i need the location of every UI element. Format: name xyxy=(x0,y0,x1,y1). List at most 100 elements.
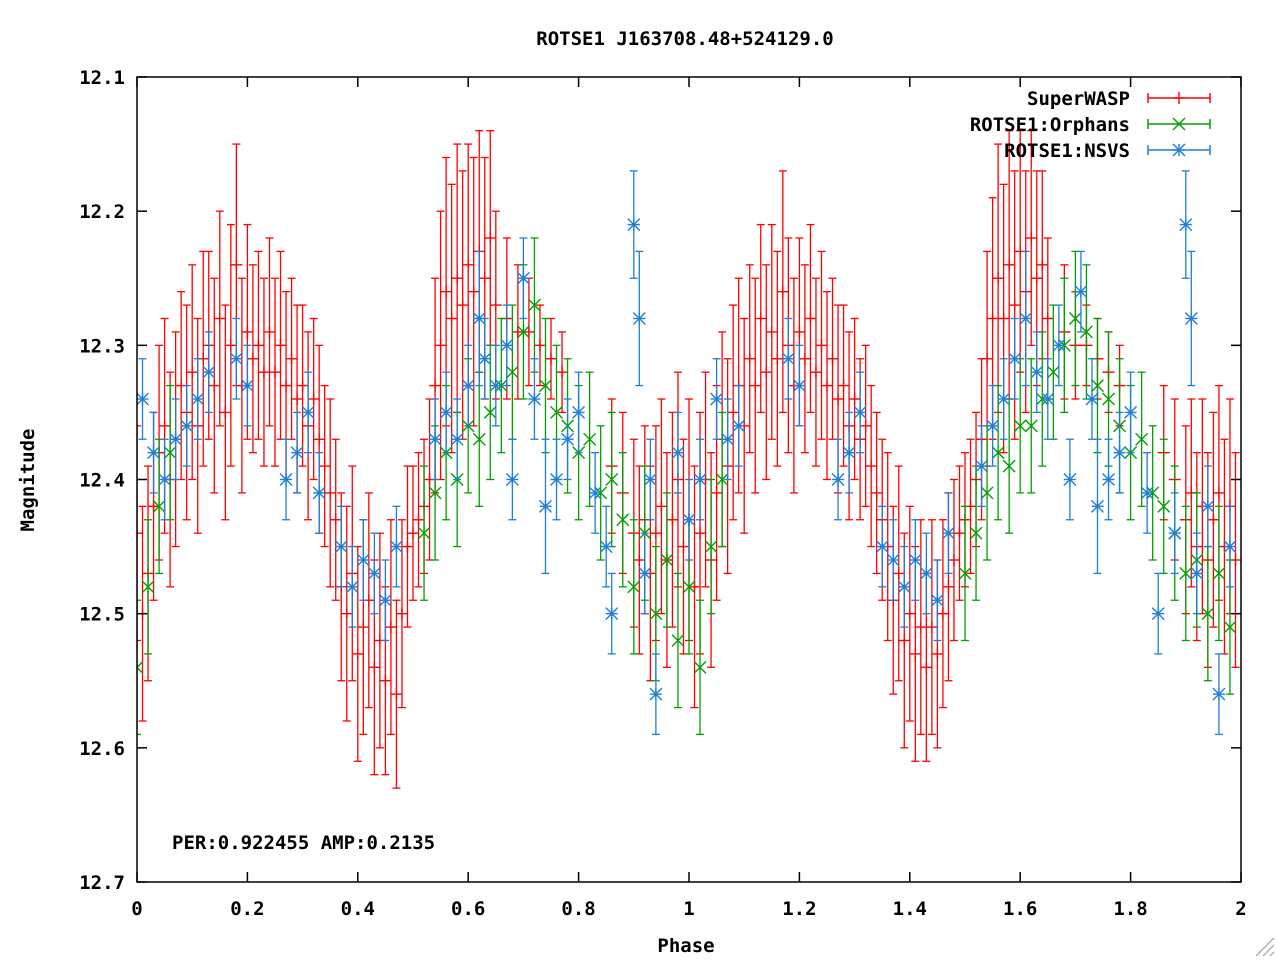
data-point xyxy=(600,506,612,586)
data-point xyxy=(297,305,309,466)
legend-label: ROTSE1:Orphans xyxy=(970,114,1130,136)
data-point xyxy=(556,332,568,413)
series-2 xyxy=(137,171,1236,735)
data-point xyxy=(981,426,993,560)
data-point xyxy=(506,305,518,439)
legend-label: SuperWASP xyxy=(1027,88,1130,110)
data-point xyxy=(352,547,364,762)
data-point xyxy=(263,238,275,426)
data-point xyxy=(650,654,662,735)
data-point xyxy=(617,453,629,587)
x-tick-label: 1.6 xyxy=(1003,898,1037,920)
data-point xyxy=(1025,359,1037,493)
data-point xyxy=(760,265,772,480)
data-point xyxy=(286,278,298,439)
data-point xyxy=(247,265,259,453)
x-tick: 1.4 xyxy=(893,77,927,920)
x-tick-label: 0.2 xyxy=(230,898,264,920)
data-point xyxy=(639,533,651,614)
data-point xyxy=(633,251,645,385)
data-point xyxy=(655,399,667,614)
data-point xyxy=(269,278,281,466)
data-point xyxy=(970,466,982,600)
data-point xyxy=(865,386,877,547)
data-point xyxy=(1091,439,1103,573)
data-point xyxy=(821,292,833,480)
x-tick-label: 2 xyxy=(1235,898,1246,920)
data-point xyxy=(429,399,441,480)
data-point xyxy=(606,573,618,654)
y-tick-label: 12.4 xyxy=(79,470,125,492)
data-point xyxy=(534,305,546,386)
data-point xyxy=(1003,399,1015,533)
data-point xyxy=(771,251,783,466)
data-point xyxy=(335,506,347,586)
data-point xyxy=(694,600,706,734)
data-point xyxy=(1009,319,1021,400)
data-point xyxy=(898,547,910,628)
data-point xyxy=(854,372,866,453)
data-point xyxy=(766,225,778,440)
data-point xyxy=(440,372,452,453)
data-point xyxy=(219,305,231,520)
data-point xyxy=(711,359,723,440)
data-point xyxy=(937,520,949,708)
data-point xyxy=(368,533,380,614)
data-point xyxy=(1014,359,1026,493)
data-point xyxy=(926,520,938,735)
x-tick-label: 1.2 xyxy=(782,898,816,920)
data-point xyxy=(341,506,353,721)
data-point xyxy=(192,359,204,440)
x-tick-label: 0.6 xyxy=(451,898,485,920)
data-point xyxy=(849,319,861,480)
data-point xyxy=(186,265,198,480)
data-point xyxy=(407,466,419,600)
data-point xyxy=(733,386,745,467)
data-point xyxy=(181,386,193,467)
data-point xyxy=(462,345,474,426)
data-point xyxy=(589,453,601,534)
data-point xyxy=(633,466,645,654)
data-point xyxy=(705,480,717,614)
data-point xyxy=(1224,506,1236,586)
data-point xyxy=(1180,171,1192,278)
data-point xyxy=(506,439,518,520)
x-tick: 0.2 xyxy=(230,77,264,920)
data-point xyxy=(1180,506,1192,640)
y-tick: 12.5 xyxy=(79,604,1241,626)
data-point xyxy=(302,372,314,453)
data-point xyxy=(1191,533,1203,614)
data-point xyxy=(1169,493,1181,574)
data-point xyxy=(1064,439,1076,520)
data-point xyxy=(528,359,540,440)
data-point xyxy=(390,506,402,586)
data-point xyxy=(551,439,563,520)
data-point xyxy=(413,453,425,587)
data-point xyxy=(666,412,678,627)
data-point xyxy=(230,319,242,400)
data-point xyxy=(876,506,888,586)
data-point xyxy=(1158,439,1170,573)
data-point xyxy=(418,466,430,600)
data-point xyxy=(1207,412,1219,627)
data-point xyxy=(1213,654,1225,735)
data-point xyxy=(573,372,585,453)
data-point xyxy=(517,238,529,319)
data-point xyxy=(275,251,287,439)
data-point xyxy=(694,439,706,520)
data-point xyxy=(539,439,551,573)
y-tick-label: 12.5 xyxy=(79,604,125,626)
data-point xyxy=(214,211,226,426)
data-point xyxy=(1114,412,1126,493)
data-point xyxy=(1185,251,1197,385)
data-point xyxy=(252,251,264,439)
data-point xyxy=(390,600,402,788)
x-tick: 0.4 xyxy=(341,77,375,920)
resize-grip-icon[interactable] xyxy=(1252,934,1276,958)
y-axis-label: Magnitude xyxy=(17,429,39,532)
data-point xyxy=(1136,372,1148,506)
data-point xyxy=(843,412,855,493)
data-point xyxy=(744,265,756,453)
legend: SuperWASP ROTSE1:Orphans ROTSE1:NSVS xyxy=(970,88,1210,162)
data-point xyxy=(137,359,149,440)
